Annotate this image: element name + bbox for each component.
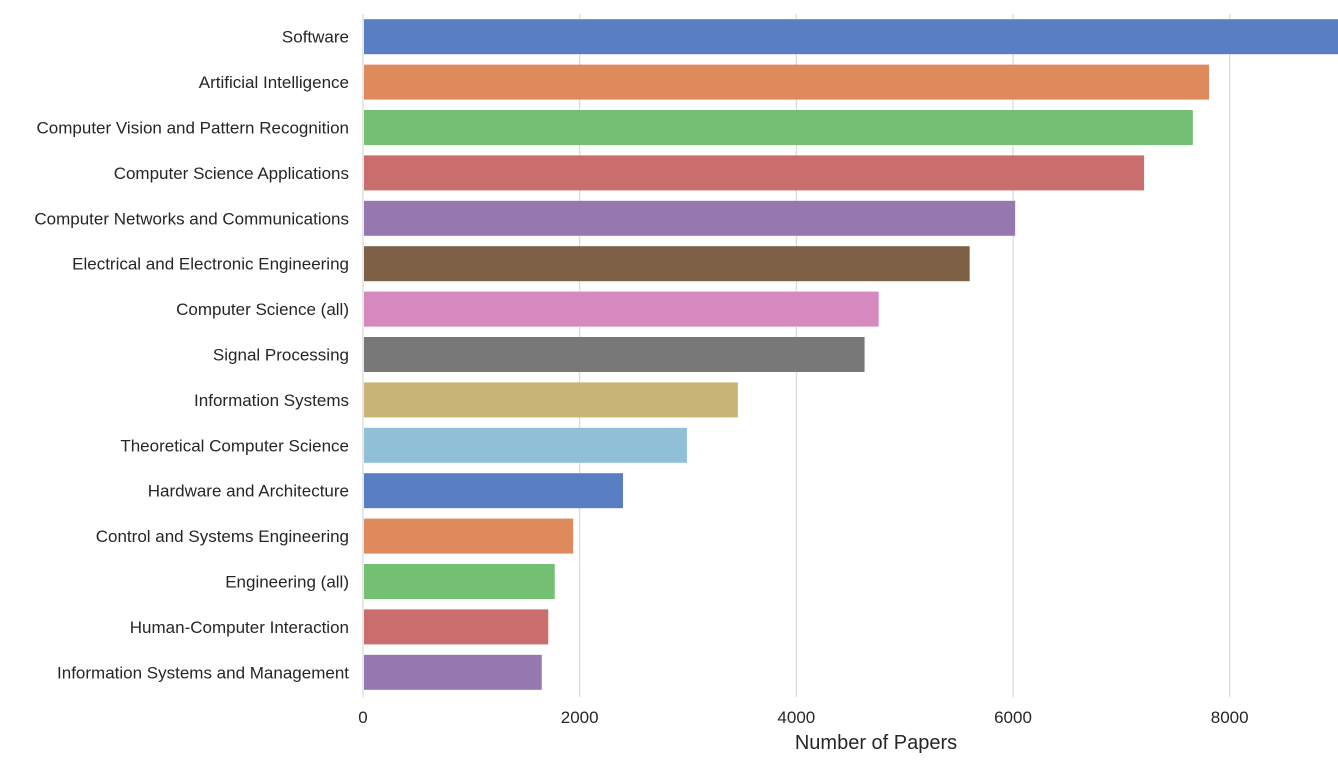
category-label: Electrical and Electronic Engineering [72, 255, 349, 274]
bar [364, 473, 623, 509]
category-label: Computer Vision and Pattern Recognition [37, 119, 349, 138]
category-label: Artificial Intelligence [199, 73, 349, 92]
category-label: Information Systems [194, 391, 349, 410]
bar [364, 155, 1145, 191]
bar [364, 564, 555, 599]
bar [364, 291, 879, 327]
bar [364, 609, 549, 645]
bar [364, 518, 574, 554]
x-tick-label: 2000 [561, 708, 599, 727]
bar [364, 337, 865, 372]
x-tick-labels: 0 2000 4000 6000 8000 [358, 708, 1248, 727]
bar [364, 200, 1016, 236]
category-label: Signal Processing [213, 346, 349, 365]
category-label: Control and Systems Engineering [96, 527, 349, 546]
category-label: Engineering (all) [225, 573, 349, 592]
bar [364, 246, 970, 282]
category-label: Information Systems and Management [57, 663, 349, 682]
x-tick-label: 6000 [994, 708, 1032, 727]
category-labels: Software Artificial Intelligence Computer … [34, 28, 349, 683]
bar [364, 110, 1193, 145]
category-label: Computer Science (all) [176, 300, 349, 319]
x-tick-label: 4000 [777, 708, 815, 727]
x-axis-title: Number of Papers [795, 732, 957, 754]
bar [364, 64, 1210, 100]
bars [364, 19, 1338, 690]
x-tick-label: 8000 [1211, 708, 1249, 727]
category-label: Software [282, 28, 349, 47]
bar [364, 427, 687, 463]
category-label: Human-Computer Interaction [130, 618, 349, 637]
category-label: Computer Science Applications [114, 164, 349, 183]
bar [364, 382, 738, 418]
category-label: Computer Networks and Communications [34, 209, 349, 228]
bar [364, 654, 542, 690]
category-label: Hardware and Architecture [148, 482, 349, 501]
category-label: Theoretical Computer Science [120, 436, 349, 455]
x-tick-label: 0 [358, 708, 367, 727]
bar [364, 19, 1338, 55]
